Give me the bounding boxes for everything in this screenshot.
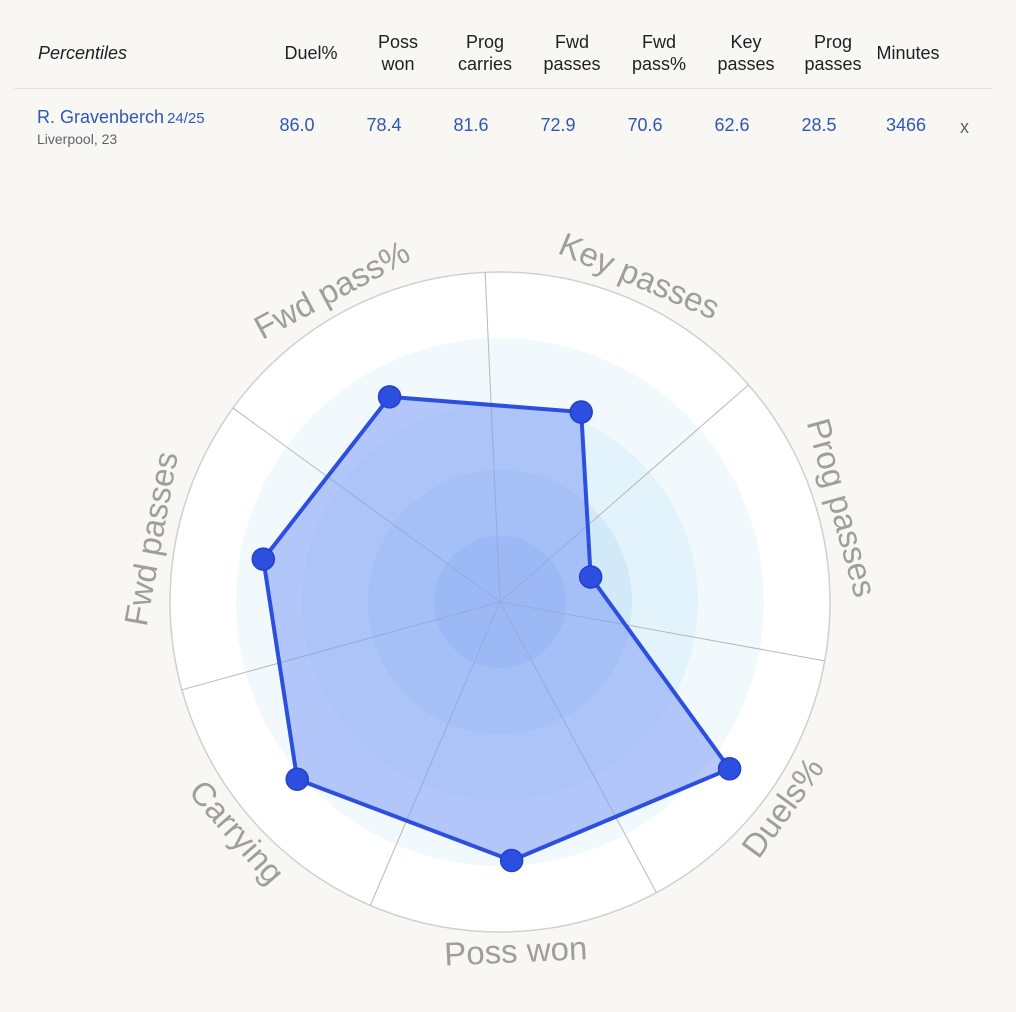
player-name: R. Gravenberch <box>37 107 165 127</box>
remove-player-button[interactable]: x <box>960 117 969 137</box>
radar-point-2 <box>578 565 603 589</box>
radar-point-7 <box>377 385 402 409</box>
column-header-prog-passes[interactable]: Prog passes <box>804 32 862 74</box>
table-row: R. Gravenberch 24/25 Liverpool, 23 86.0 7… <box>14 100 992 160</box>
radar-point-3 <box>717 757 742 781</box>
player-name-link[interactable]: R. Gravenberch 24/25 <box>37 107 205 128</box>
radar-point-6 <box>251 547 276 571</box>
radar-series-area <box>261 394 732 863</box>
value-poss-won: 78.4 <box>366 115 402 135</box>
radar-point-5 <box>285 767 309 791</box>
player-team: Liverpool, 23 <box>37 131 118 147</box>
value-minutes: 3466 <box>885 115 927 135</box>
column-header-minutes[interactable]: Minutes <box>876 43 940 63</box>
radar-point-1 <box>569 400 593 424</box>
column-header-fwd-passes[interactable]: Fwd passes <box>543 32 601 74</box>
radar-axis-label-4: Poss won <box>443 929 588 972</box>
value-fwd-pass-pct: 70.6 <box>627 115 663 135</box>
column-header-poss-won[interactable]: Poss won <box>377 32 419 74</box>
table-header-row: Percentiles Duel% Poss won Prog carries … <box>14 22 992 89</box>
player-season: 24/25 <box>167 110 205 127</box>
column-header-duel-pct[interactable]: Duel% <box>284 43 338 63</box>
value-prog-passes: 28.5 <box>801 115 837 135</box>
value-duel-pct: 86.0 <box>279 115 315 135</box>
value-key-passes: 62.6 <box>714 115 750 135</box>
header-percentiles-label: Percentiles <box>38 43 128 63</box>
column-header-key-passes[interactable]: Key passes <box>717 32 775 74</box>
value-fwd-passes: 72.9 <box>540 115 576 135</box>
column-header-fwd-pass-pct[interactable]: Fwd pass% <box>631 32 687 74</box>
column-header-prog-carries[interactable]: Prog carries <box>457 32 512 74</box>
value-prog-carries: 81.6 <box>453 115 489 135</box>
radar-point-4 <box>499 848 524 873</box>
